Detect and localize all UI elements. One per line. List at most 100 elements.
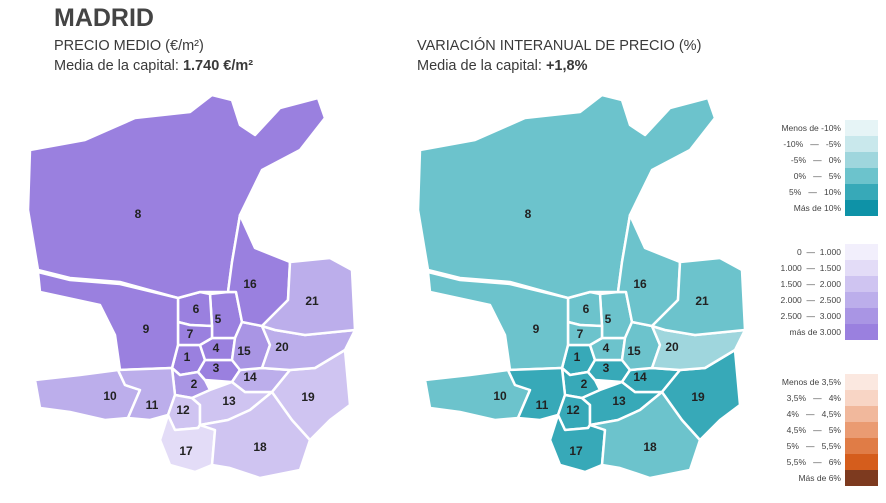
legend-swatch: [845, 244, 878, 260]
district-label-12: 12: [566, 403, 580, 417]
district-label-6: 6: [583, 302, 590, 316]
legend-swatch: [845, 120, 878, 136]
district-label-7: 7: [187, 327, 194, 341]
legend-item: 0 — 1.000: [760, 244, 878, 260]
district-label-1: 1: [574, 350, 581, 364]
legend-swatch: [845, 136, 878, 152]
district-label-4: 4: [603, 341, 610, 355]
district-label-11: 11: [536, 398, 549, 412]
district-label-10: 10: [103, 389, 117, 403]
legend-label: 1.000 — 1.500: [780, 263, 842, 273]
legend-label: Más de 6%: [798, 473, 841, 483]
price-map-subtitle: PRECIO MEDIO (€/m²): [54, 38, 204, 54]
legend-swatch: [845, 184, 878, 200]
district-label-14: 14: [633, 370, 647, 384]
district-8: [416, 93, 717, 300]
district-label-12: 12: [176, 403, 190, 417]
legend-swatch: [845, 200, 878, 216]
district-label-21: 21: [695, 294, 709, 308]
district-label-18: 18: [643, 440, 657, 454]
page-title: MADRID: [54, 4, 154, 32]
legend-item: 1.000 — 1.500: [760, 260, 878, 276]
variation-map-subtitle: VARIACIÓN INTERANUAL DE PRECIO (%): [417, 38, 702, 54]
legend-item: -10% — -5%: [760, 136, 878, 152]
price-average-value: 1.740 €/m²: [182, 58, 254, 74]
district-label-1: 1: [184, 350, 191, 364]
legend-label: 0% — 5%: [793, 171, 841, 181]
legend-swatch: [845, 324, 878, 340]
legend-swatch: [845, 406, 878, 422]
legend-item: Menos de -10%: [760, 120, 878, 136]
district-11: [116, 366, 177, 422]
legend-item: más de 3.000: [760, 324, 878, 340]
district-7: [176, 320, 214, 347]
legend-item: 2.000 — 2.500: [760, 292, 878, 308]
district-label-17: 17: [179, 444, 193, 458]
district-8: [26, 93, 327, 300]
legend-swatch: [845, 292, 878, 308]
price-legend: 0 — 1.000 1.000 — 1.500 1.500 — 2.000 2.000…: [760, 244, 878, 340]
district-label-18: 18: [253, 440, 267, 454]
variation-average-value: +1,8%: [545, 58, 588, 74]
district-label-14: 14: [243, 370, 257, 384]
district-7: [566, 320, 604, 347]
district-label-3: 3: [603, 361, 610, 375]
legend-swatch: [845, 168, 878, 184]
district-18: [588, 390, 702, 480]
district-label-9: 9: [533, 322, 540, 336]
district-label-15: 15: [237, 344, 251, 358]
district-label-17: 17: [569, 444, 583, 458]
legend-item: 4% — 4,5%: [760, 406, 878, 422]
legend-label: 5% — 10%: [789, 187, 841, 197]
legend-label: 2.500 — 3.000: [780, 311, 842, 321]
district-label-2: 2: [191, 377, 198, 391]
legend-item: 5% — 10%: [760, 184, 878, 200]
district-label-19: 19: [691, 390, 705, 404]
district-11: [506, 366, 567, 422]
legend-item: 1.500 — 2.000: [760, 276, 878, 292]
legend-label: 1.500 — 2.000: [780, 279, 842, 289]
legend-swatch: [845, 454, 878, 470]
district-label-16: 16: [243, 277, 257, 291]
district-label-5: 5: [605, 312, 612, 326]
legend-swatch: [845, 438, 878, 454]
district-label-21: 21: [305, 294, 319, 308]
district-label-10: 10: [493, 389, 507, 403]
district-label-15: 15: [627, 344, 641, 358]
legend-swatch: [845, 260, 878, 276]
legend-label: Más de 10%: [793, 203, 841, 213]
legend-item: 4,5% — 5%: [760, 422, 878, 438]
price-average-label: Media de la capital:: [54, 58, 183, 74]
district-label-11: 11: [146, 398, 159, 412]
legend-label: -5% — 0%: [790, 155, 841, 165]
district-label-13: 13: [222, 394, 236, 408]
legend-label: Menos de -10%: [781, 123, 841, 133]
legend-label: 0 — 1.000: [797, 247, 841, 257]
legend-item: 5,5% — 6%: [760, 454, 878, 470]
district-label-13: 13: [612, 394, 626, 408]
legend-item: Menos de 3,5%: [760, 374, 878, 390]
legend-swatch: [845, 470, 878, 486]
legend-item: 5% — 5,5%: [760, 438, 878, 454]
variation-legend: Menos de -10% -10% — -5% -5% — 0% 0% — 5% 5%…: [760, 120, 878, 216]
legend-label: 4,5% — 5%: [786, 425, 841, 435]
legend-label: 2.000 — 2.500: [780, 295, 842, 305]
district-label-8: 8: [525, 207, 532, 221]
legend-swatch: [845, 422, 878, 438]
district-21: [650, 256, 747, 337]
district-label-16: 16: [633, 277, 647, 291]
legend-label: más de 3.000: [789, 327, 841, 337]
district-label-9: 9: [143, 322, 150, 336]
district-label-7: 7: [577, 327, 584, 341]
district-label-4: 4: [213, 341, 220, 355]
district-label-8: 8: [135, 207, 142, 221]
legend-label: 4% — 4,5%: [786, 409, 841, 419]
legend-item: 0% — 5%: [760, 168, 878, 184]
district-21: [260, 256, 357, 337]
legend-item: -5% — 0%: [760, 152, 878, 168]
legend-swatch: [845, 374, 878, 390]
legend-label: Menos de 3,5%: [781, 377, 841, 387]
district-18: [198, 390, 312, 480]
